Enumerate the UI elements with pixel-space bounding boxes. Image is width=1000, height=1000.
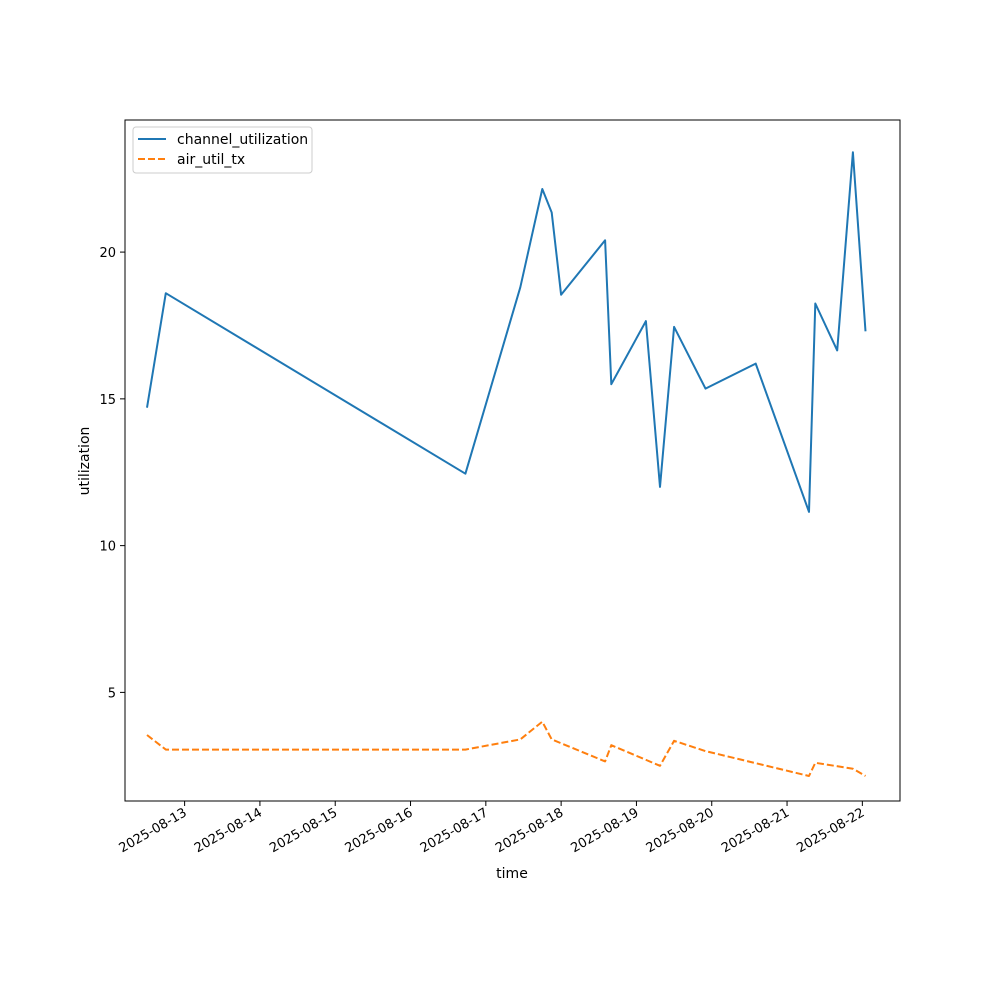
series-line-air-util-tx [146,720,867,777]
y-tick-label: 15 [99,393,116,408]
x-tick-label: 2025-08-22 [794,805,867,856]
x-tick-label: 2025-08-18 [493,805,566,856]
legend-label-air-util-tx: air_util_tx [177,152,245,168]
axes-frame [124,119,901,802]
x-tick-label: 2025-08-20 [644,805,717,856]
y-tick-label: 10 [99,540,116,555]
y-tick-label: 5 [108,686,116,701]
series-line-channel-utilization [146,151,867,513]
x-tick-label: 2025-08-19 [568,805,641,856]
x-axis-title: time [496,866,528,882]
y-axis: 5 10 15 20 [99,246,125,701]
legend: channel_utilization air_util_tx [132,126,313,174]
x-tick-label: 2025-08-17 [418,805,491,856]
x-axis: 2025-08-13 2025-08-14 2025-08-15 2025-08-16… [117,801,867,856]
x-tick-label: 2025-08-16 [343,805,416,856]
legend-box [132,126,313,174]
x-tick-label: 2025-08-21 [719,805,792,856]
x-tick-label: 2025-08-14 [192,805,265,856]
x-tick-label: 2025-08-15 [267,805,340,856]
x-tick-label: 2025-08-13 [117,805,190,856]
legend-label-channel-utilization: channel_utilization [177,132,308,148]
y-axis-title: utilization [77,427,93,496]
plot-area [124,119,901,802]
series-layer [146,151,867,777]
y-tick-label: 20 [99,246,116,261]
